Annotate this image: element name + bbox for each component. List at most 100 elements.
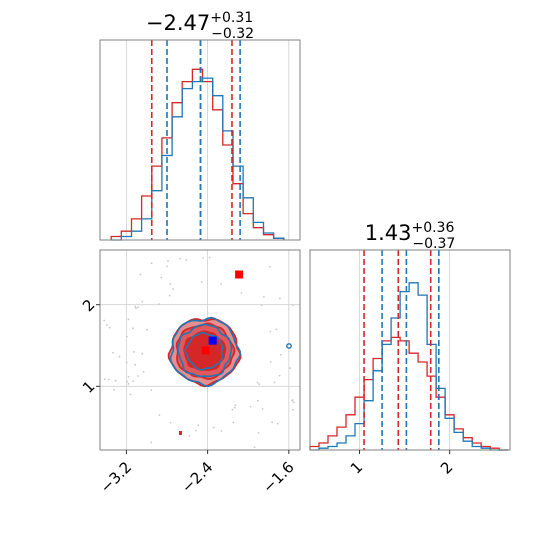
sample-point — [232, 421, 235, 424]
sample-point — [168, 294, 171, 297]
title-value: −2.47 — [146, 11, 210, 35]
point-marker — [208, 336, 217, 345]
sample-point — [179, 257, 182, 260]
sample-point — [139, 273, 142, 276]
x-tick-label: −3.2 — [97, 458, 135, 496]
marginal-x-panel: −2.47+0.31 −0.32 — [99, 10, 301, 241]
sample-point — [134, 305, 137, 308]
sample-point — [142, 371, 145, 373]
sample-point — [260, 304, 263, 307]
sample-point — [276, 422, 279, 425]
sample-point — [256, 399, 259, 402]
sample-point — [279, 353, 282, 356]
sample-point — [292, 401, 295, 404]
sample-point — [185, 259, 188, 261]
sample-point — [271, 421, 274, 424]
sample-point — [146, 328, 148, 331]
sample-point — [292, 408, 294, 411]
sample-point — [275, 328, 278, 331]
sample-point — [127, 383, 130, 385]
axes-frame — [99, 39, 301, 241]
y-tick-label: 1 — [79, 377, 98, 396]
x-tick-label: 1 — [347, 458, 366, 477]
sample-point — [106, 324, 108, 326]
title-upper-error: +0.36 — [411, 220, 454, 236]
sample-point — [137, 375, 140, 377]
sample-point — [108, 378, 110, 381]
sample-point — [249, 405, 252, 408]
sample-point — [269, 361, 272, 363]
sample-point — [169, 421, 172, 424]
sample-point — [278, 374, 281, 377]
sample-point — [256, 381, 259, 384]
sample-point — [150, 441, 153, 444]
sample-point — [289, 367, 291, 369]
x-tick-label: −2.4 — [178, 458, 216, 496]
sample-point — [197, 424, 200, 426]
title-lower-error: −0.37 — [412, 236, 455, 252]
sample-point — [261, 408, 264, 410]
sample-point — [150, 389, 153, 391]
sample-point — [141, 300, 144, 303]
sample-point — [114, 379, 117, 382]
sample-point — [103, 319, 106, 322]
sample-point — [150, 262, 153, 265]
panel-title: −2.47+0.31 −0.32 — [146, 10, 254, 42]
sample-point — [234, 404, 237, 407]
sample-point — [108, 326, 111, 329]
sample-point — [212, 426, 215, 429]
axes-frame — [99, 249, 301, 451]
sample-point — [158, 414, 161, 416]
sample-point — [291, 399, 294, 401]
sample-point — [220, 430, 223, 432]
sample-point — [158, 303, 161, 305]
sample-point — [253, 446, 256, 449]
sample-point — [125, 361, 128, 364]
sample-point — [118, 355, 121, 358]
x-tick-label: 2 — [437, 458, 456, 477]
sample-point — [133, 351, 135, 353]
sample-point — [292, 304, 294, 307]
sample-point — [135, 307, 137, 310]
sample-point — [137, 306, 140, 309]
sample-point — [258, 383, 261, 386]
sample-point — [132, 380, 135, 383]
sample-point — [166, 265, 169, 268]
sample-point — [240, 292, 243, 294]
sample-point — [273, 381, 276, 384]
sample-point — [257, 432, 260, 434]
sample-point — [269, 330, 272, 333]
sample-point — [125, 335, 128, 338]
joint-contour-panel: −3.2 −2.4 −1.6 1 2 — [79, 249, 301, 497]
sample-point — [195, 429, 197, 432]
contour-blue-level — [177, 323, 233, 378]
sample-point — [127, 375, 130, 378]
y-tick-label: 2 — [79, 296, 98, 315]
histogram-series — [309, 336, 509, 451]
marginal-y-panel: 1 2 1.43+0.36 −0.37 — [309, 220, 511, 478]
sample-point — [103, 378, 106, 381]
x-tick-label: −1.6 — [259, 458, 297, 496]
sample-point — [231, 408, 234, 411]
sample-point — [112, 351, 114, 354]
sample-point — [129, 393, 132, 396]
contour-blue-outlier — [286, 343, 292, 349]
contour-blue-level — [169, 316, 242, 388]
sample-point — [134, 363, 137, 366]
histogram-series — [110, 68, 285, 240]
sample-point — [160, 276, 163, 279]
axes-frame — [309, 249, 511, 451]
sample-point — [127, 318, 130, 321]
sample-point — [263, 296, 265, 298]
sample-point — [141, 352, 144, 355]
title-upper-error: +0.31 — [210, 10, 253, 26]
sample-point — [126, 380, 128, 383]
histogram-series — [111, 77, 285, 241]
sample-point — [172, 288, 174, 290]
sample-point — [233, 406, 236, 409]
sample-point — [167, 260, 169, 263]
contour-red-outlier — [179, 431, 182, 435]
sample-point — [279, 297, 281, 300]
panel-title: 1.43+0.36 −0.37 — [365, 220, 456, 252]
